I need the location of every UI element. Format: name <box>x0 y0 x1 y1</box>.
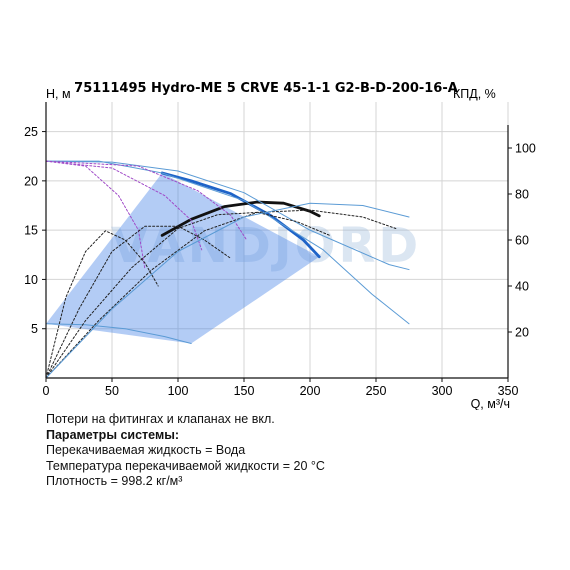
y-right-tick-label: 40 <box>515 280 529 294</box>
speed-curve-line <box>45 160 248 241</box>
head-100pct-line <box>45 160 410 271</box>
head-max-extension-line <box>45 160 410 325</box>
x-tick-label: 200 <box>300 384 321 398</box>
note-liquid: Перекачиваемая жидкость = Вода <box>46 443 246 457</box>
y-right-tick-label: 100 <box>515 142 536 156</box>
note-losses: Потери на фитингах и клапанах не вкл. <box>46 412 275 426</box>
y-left-tick-label: 10 <box>24 273 38 287</box>
watermark-text: VANDJORD <box>111 218 422 274</box>
y-axis-label-left: H, м <box>46 87 71 101</box>
y-right-tick-label: 20 <box>515 326 529 340</box>
speed-curve-line <box>45 160 203 251</box>
grid <box>46 102 509 378</box>
y-axis-label-right: КПД, % <box>453 87 496 101</box>
x-tick-label: 300 <box>432 384 453 398</box>
efficiency-curve-line <box>45 209 397 379</box>
speed-curve-line <box>45 160 146 271</box>
x-tick-label: 350 <box>498 384 519 398</box>
x-tick-label: 50 <box>105 384 119 398</box>
x-axis-label: Q, м³/ч <box>471 397 510 410</box>
x-tick-label: 150 <box>234 384 255 398</box>
efficiency-curve-line <box>45 230 159 379</box>
pump-curve-chart: VANDJORD 0 50 100 150 200 250 300 350 5 10 15 20 25 2… <box>24 81 536 410</box>
chart-title: 75111495 Hydro-ME 5 CRVE 45-1-1 G2-B-D-2… <box>74 81 458 96</box>
note-density: Плотность = 998.2 кг/м³ <box>46 474 183 488</box>
operating-area <box>46 172 320 344</box>
efficiency-bold-line <box>160 200 321 237</box>
y-left-tick-label: 25 <box>24 125 38 139</box>
system-notes: Потери на фитингах и клапанах не вкл. Па… <box>46 412 325 490</box>
x-tick-label: 0 <box>43 384 50 398</box>
note-system-params-heading: Параметры системы: <box>46 427 180 442</box>
operating-area-group <box>46 172 320 344</box>
y-left-tick-label: 20 <box>24 174 38 188</box>
note-temperature: Температура перекачиваемой жидкости = 20… <box>46 458 325 473</box>
axes-group <box>45 102 509 379</box>
y-right-tick-label: 80 <box>515 188 529 202</box>
y-left-tick-label: 5 <box>31 322 38 336</box>
x-tick-label: 100 <box>168 384 189 398</box>
efficiency-curve-line <box>45 211 331 379</box>
x-tick-label: 250 <box>366 384 387 398</box>
head-min-line <box>45 323 192 344</box>
efficiency-curve-line <box>45 202 410 379</box>
efficiency-curve-line <box>45 225 232 379</box>
y-right-tick-label: 60 <box>515 234 529 248</box>
y-left-tick-label: 15 <box>24 224 38 238</box>
ticks-group: 0 50 100 150 200 250 300 350 5 10 15 20 25 20 40 60 80 10… <box>24 125 536 398</box>
curves-group <box>45 160 410 379</box>
